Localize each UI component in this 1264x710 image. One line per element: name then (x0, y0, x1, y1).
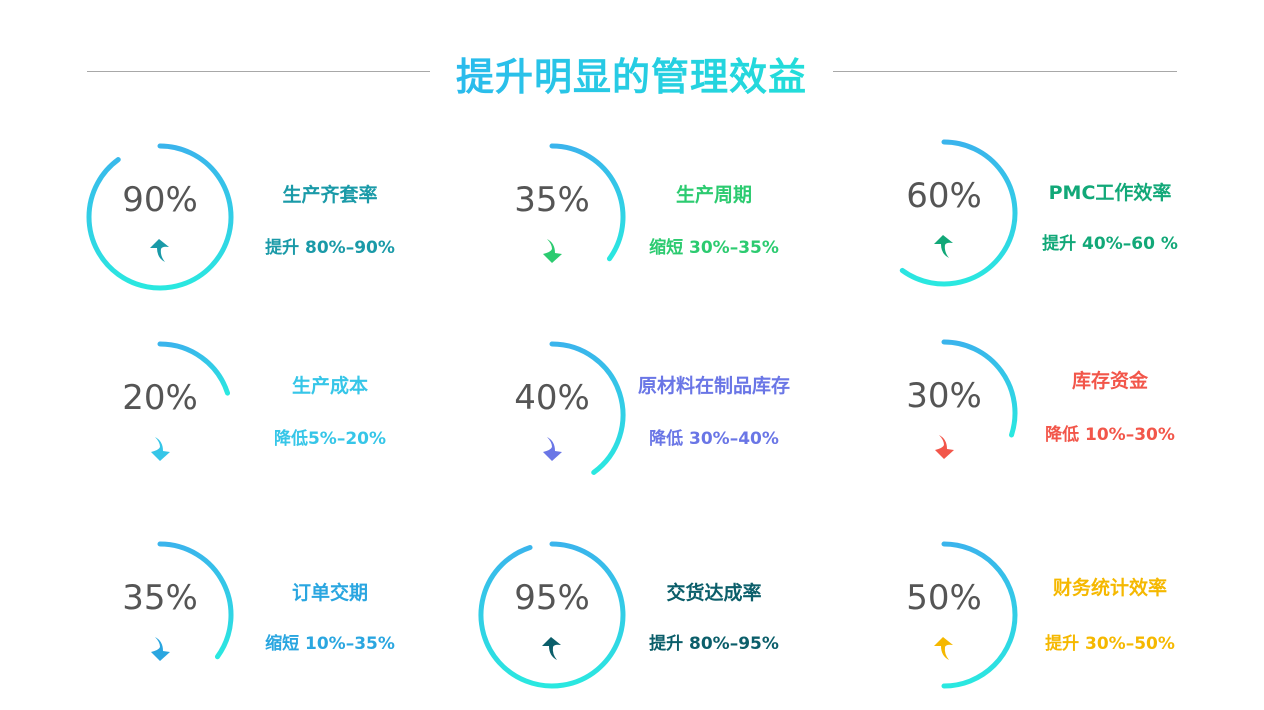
arrow-down-icon (543, 437, 562, 461)
progress-ring (478, 541, 626, 689)
metric-title: 生产周期 (675, 184, 752, 206)
progress-ring (157, 541, 234, 660)
metric-subtitle: 降低 30%–40% (649, 429, 779, 449)
progress-arc (157, 541, 234, 660)
progress-ring (941, 541, 1018, 689)
metric-card: 90% (80, 132, 470, 302)
percent-value: 30% (906, 376, 982, 416)
metric-subtitle: 提升 80%–90% (265, 238, 395, 258)
metric-card: 20% (80, 330, 470, 500)
percent-value: 20% (122, 378, 198, 418)
title-divider-left (87, 71, 430, 72)
metric-title: 财务统计效率 (1052, 577, 1167, 599)
metric-title: 订单交期 (291, 582, 368, 604)
arrow-up-icon (542, 637, 561, 660)
progress-ring (549, 341, 626, 475)
metric-title: 原材料在制品库存 (637, 375, 790, 397)
progress-ring (899, 139, 1018, 287)
progress-arc (899, 139, 1018, 287)
metric-card: 40% (472, 330, 862, 500)
percent-value: 90% (122, 180, 198, 220)
progress-arc (157, 341, 231, 396)
metric-title: 生产成本 (291, 375, 368, 397)
metric-subtitle: 缩短 30%–35% (649, 238, 779, 258)
percent-value: 50% (906, 578, 982, 618)
progress-arc (86, 143, 234, 291)
metric-subtitle: 提升 80%–95% (649, 634, 779, 654)
metric-title: 库存资金 (1071, 370, 1148, 392)
progress-ring (549, 143, 626, 262)
metric-subtitle: 提升 30%–50% (1045, 634, 1175, 654)
page-title: 提升明显的管理效益 (430, 46, 833, 101)
metric-card: 30% (864, 328, 1254, 498)
progress-arc (941, 339, 1018, 438)
arrow-down-icon (935, 435, 954, 459)
metric-subtitle: 提升 40%–60 % (1042, 234, 1178, 254)
progress-ring (941, 339, 1018, 438)
arrow-down-icon (543, 239, 562, 263)
metric-subtitle: 降低 10%–30% (1045, 425, 1175, 445)
metric-card: 60% (864, 128, 1254, 298)
arrow-up-icon (150, 239, 169, 262)
percent-value: 35% (514, 180, 590, 220)
percent-value: 40% (514, 378, 590, 418)
metric-card: 50% (864, 530, 1254, 700)
progress-arc (941, 541, 1018, 689)
metric-card: 95% (472, 530, 862, 700)
metric-title: PMC工作效率 (1048, 182, 1172, 204)
arrow-down-icon (151, 637, 170, 661)
metric-card: 35% (472, 132, 862, 302)
arrow-up-icon (934, 235, 953, 258)
progress-ring (157, 341, 231, 396)
percent-value: 95% (514, 578, 590, 618)
metric-subtitle: 降低5%–20% (273, 429, 387, 449)
arrow-down-icon (151, 437, 170, 461)
metric-card: 35% (80, 530, 470, 700)
metric-title: 交货达成率 (666, 582, 762, 604)
progress-arc (549, 341, 626, 475)
arrow-up-icon (934, 637, 953, 660)
progress-arc (549, 143, 626, 262)
title-divider-right (833, 71, 1177, 72)
percent-value: 60% (906, 176, 982, 216)
progress-ring (86, 143, 234, 291)
percent-value: 35% (122, 578, 198, 618)
metric-subtitle: 缩短 10%–35% (265, 634, 395, 654)
metric-title: 生产齐套率 (282, 184, 378, 206)
progress-arc (478, 541, 626, 689)
